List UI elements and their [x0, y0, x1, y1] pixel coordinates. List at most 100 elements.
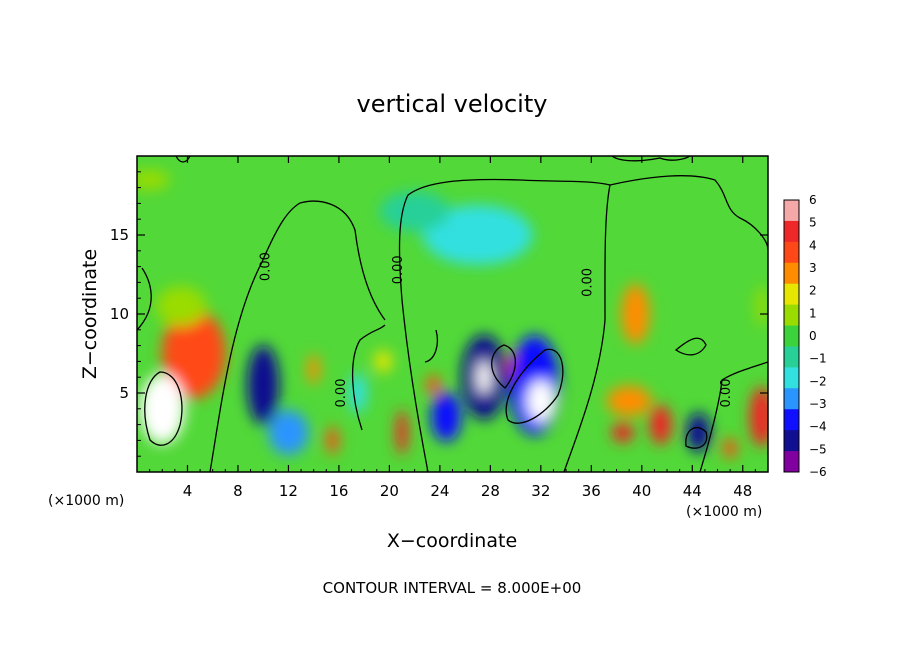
x-tick-label: 8	[233, 482, 243, 500]
heatmap-blob	[396, 410, 409, 455]
x-tick-label: 24	[430, 482, 449, 500]
contour-line	[611, 156, 691, 162]
colorbar-label: −2	[809, 374, 827, 388]
contour-lines	[137, 156, 768, 472]
contour-line	[491, 344, 517, 389]
heatmap-blob	[374, 350, 393, 373]
heatmap-blob	[422, 205, 533, 265]
contour-line	[209, 200, 386, 472]
colorbar-swatch	[784, 304, 799, 327]
colorbar-swatch	[784, 325, 799, 347]
contour-line	[398, 178, 611, 472]
colorbar-label: 0	[809, 329, 817, 343]
heatmap-blob	[268, 410, 309, 455]
colorbar-swatch	[784, 409, 799, 431]
contour-labels: 0.00 0.00 0.00 0.00 0.00	[259, 252, 735, 407]
contour-label: 0.00	[580, 268, 595, 297]
contour-line	[175, 156, 191, 163]
colorbar-swatch	[784, 430, 799, 452]
colorbar-label: 4	[809, 238, 817, 252]
heatmap-blob	[749, 386, 768, 447]
heatmap-blob	[307, 354, 320, 385]
colorbar-swatch	[784, 220, 799, 243]
heatmap-features	[137, 169, 768, 459]
x-tick-label: 44	[683, 482, 702, 500]
colorbar-swatch	[784, 241, 799, 264]
heatmap-blob	[526, 379, 555, 422]
x-tick-label: 12	[279, 482, 298, 500]
x-axis: 4 8 12 16 20 24 28 32 36 40 44 48	[149, 156, 756, 500]
contour-line	[144, 371, 183, 446]
colorbar-label: −5	[809, 442, 827, 456]
colorbar-swatch	[784, 262, 799, 285]
x-tick-label: 20	[380, 482, 399, 500]
colorbar-label: 3	[809, 261, 817, 275]
contour-line	[424, 329, 439, 363]
contour-interval-text: CONTOUR INTERVAL = 8.000E+00	[323, 579, 582, 597]
x-tick-label: 48	[733, 482, 752, 500]
colorbar-swatch	[784, 200, 799, 222]
contour-line	[685, 427, 708, 449]
colorbar-frame	[783, 199, 800, 473]
colorbar-label: 6	[809, 193, 817, 207]
contour-label: 0.00	[391, 255, 406, 284]
contour-label: 0.00	[719, 379, 734, 408]
heatmap-blob	[649, 404, 672, 445]
heatmap-blob	[156, 286, 207, 327]
colorbar-swatch	[784, 283, 799, 306]
y-axis: 5 10 15	[110, 171, 768, 457]
colorbar-label: −6	[809, 465, 827, 479]
y-tick-label: 10	[110, 305, 129, 323]
plot-area: 0.00 0.00 0.00 0.00 0.00	[137, 156, 768, 472]
heatmap-blob	[621, 284, 650, 344]
contour-label: 0.00	[334, 379, 349, 408]
x-tick-label: 32	[531, 482, 550, 500]
colorbar-label: 5	[809, 216, 817, 230]
heatmap-blob	[755, 286, 768, 327]
heatmap-blob	[326, 426, 339, 455]
x-tick-label: 36	[582, 482, 601, 500]
heatmap-blob	[247, 345, 280, 426]
x-tick-label: 4	[183, 482, 193, 500]
x-unit-label-left: (×1000 m)	[48, 493, 124, 509]
contour-line	[699, 361, 768, 472]
colorbar-swatch	[784, 451, 799, 473]
contour-line	[351, 324, 386, 431]
x-unit-label-right: (×1000 m)	[686, 504, 762, 520]
contour-line	[563, 175, 768, 472]
heatmap-blob	[723, 438, 738, 459]
colorbar-swatch	[784, 367, 799, 389]
heatmap-blob	[137, 169, 170, 190]
heatmap-blob	[611, 422, 634, 443]
colorbar: 6 5 4 3 2 1 0 −1 −2 −3 −4 −5 −6	[783, 193, 827, 479]
contour-line	[137, 267, 152, 331]
colorbar-label: 1	[809, 306, 817, 320]
heatmap-blob	[431, 391, 462, 442]
contour-label: 0.00	[259, 252, 274, 281]
heatmap-blob	[379, 191, 450, 232]
colorbar-swatch	[784, 388, 799, 410]
heatmap-blob	[426, 375, 441, 396]
x-axis-label: X−coordinate	[387, 530, 517, 552]
x-tick-label: 28	[481, 482, 500, 500]
x-tick-label: 16	[329, 482, 348, 500]
y-tick-label: 15	[110, 226, 129, 244]
colorbar-label: −1	[809, 352, 827, 366]
heatmap-blob	[139, 373, 185, 444]
heatmap-blob	[477, 360, 492, 395]
heatmap-blob	[348, 373, 367, 413]
chart-title: vertical velocity	[357, 90, 548, 118]
contour-line	[505, 348, 564, 424]
heatmap-blob	[161, 308, 226, 399]
y-tick-label: 5	[119, 384, 129, 402]
heatmap-blob	[606, 385, 652, 416]
colorbar-label: −4	[809, 420, 827, 434]
y-axis-label: Z−coordinate	[79, 249, 101, 379]
colorbar-swatch	[784, 346, 799, 368]
heatmap-blob	[686, 412, 711, 453]
colorbar-label: 2	[809, 284, 817, 298]
x-tick-label: 40	[632, 482, 651, 500]
colorbar-label: −3	[809, 397, 827, 411]
contour-line	[674, 337, 707, 356]
